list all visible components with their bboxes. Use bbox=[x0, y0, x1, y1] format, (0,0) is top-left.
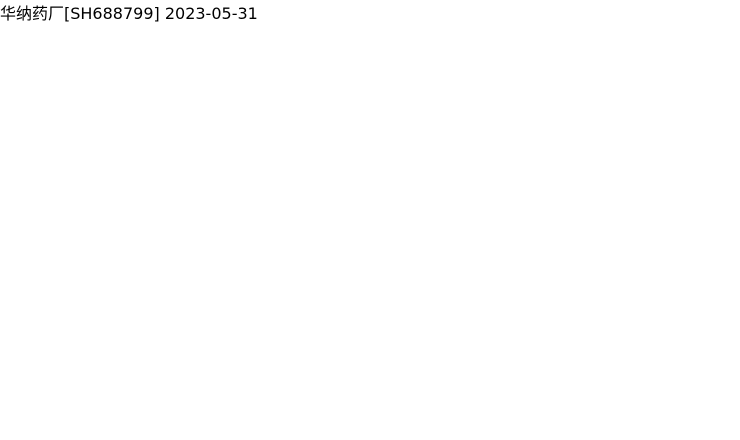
title: 华纳药厂[SH688799] 2023-05-31 bbox=[0, 4, 258, 23]
